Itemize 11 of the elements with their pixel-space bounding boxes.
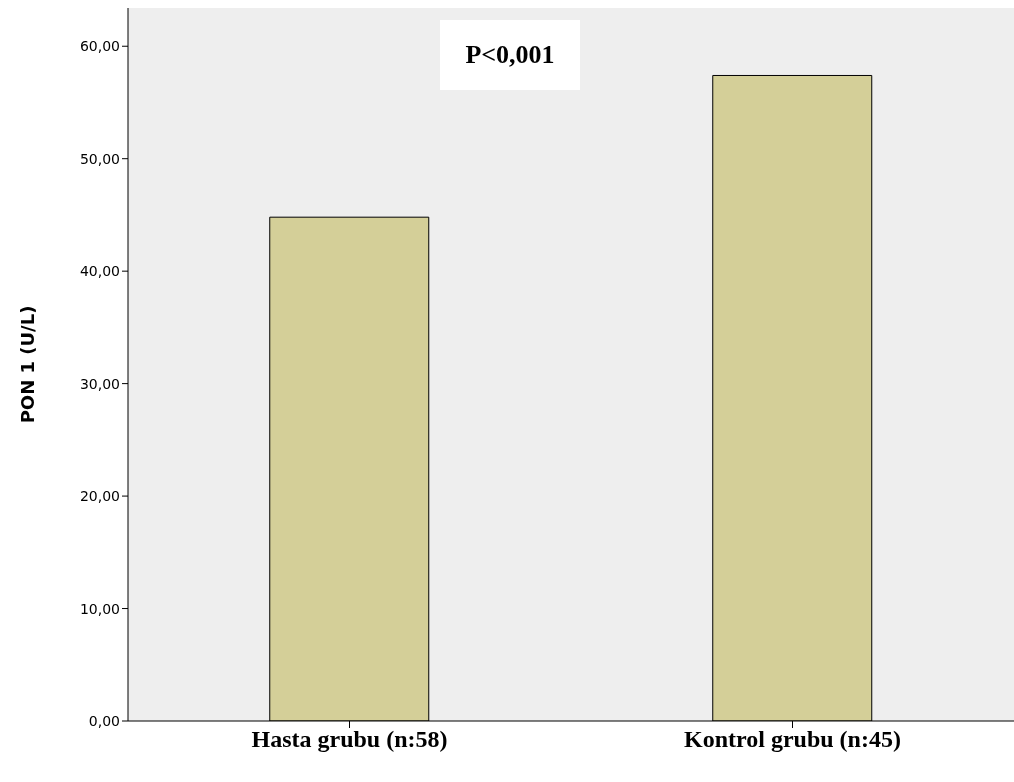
y-tick-label: 0,00 [88,712,120,729]
y-tick-label: 20,00 [79,488,120,505]
y-axis-title: PON 1 (U/L) [17,305,39,424]
y-tick-label: 30,00 [79,375,120,392]
annotation: P<0,001 [440,20,580,90]
y-tick-label: 50,00 [79,150,120,167]
x-tick-label: Hasta grubu (n:58) [251,726,448,753]
y-tick-label: 40,00 [79,263,120,280]
y-tick-label: 60,00 [79,38,120,55]
x-tick-label: Kontrol grubu (n:45) [684,726,901,753]
y-tick-label: 10,00 [79,600,120,617]
